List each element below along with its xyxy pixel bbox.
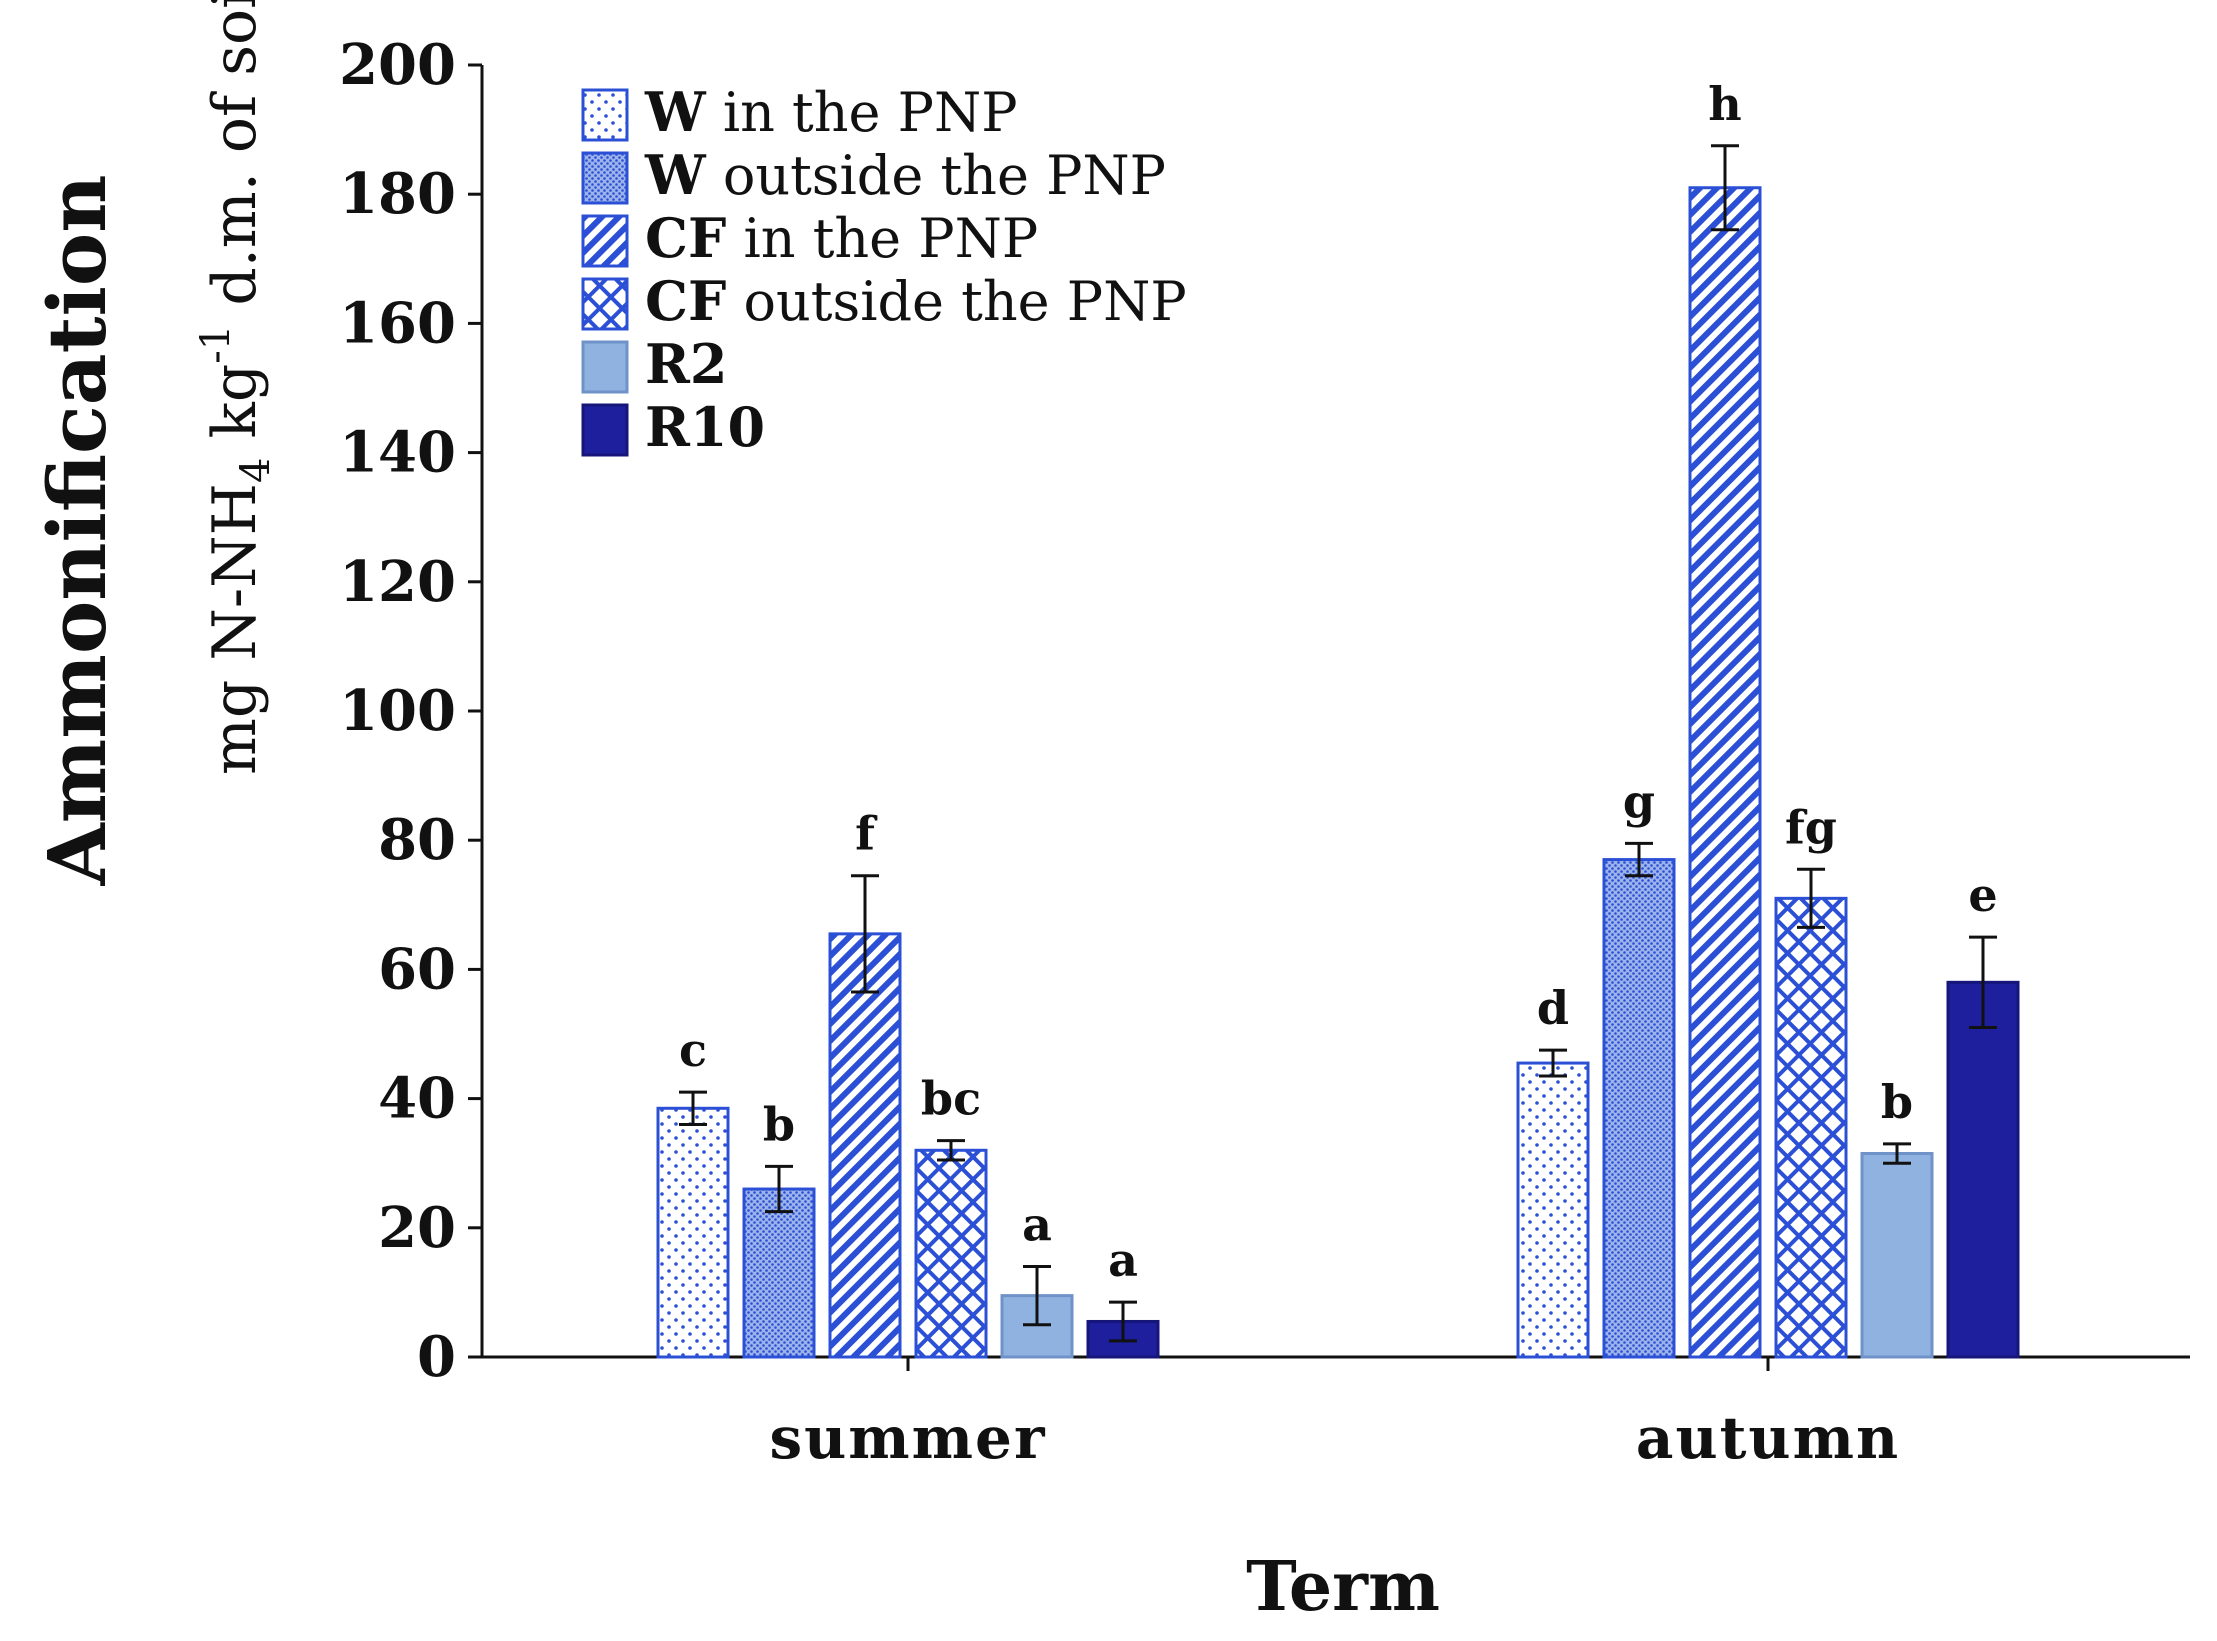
legend-label-bold: W xyxy=(644,143,707,207)
significance-label: c xyxy=(679,1023,707,1077)
axes: 0 20 40 60 80 100 120 140 160 180 200 summer autumn xyxy=(339,32,2190,1472)
significance-label: e xyxy=(1968,868,1997,922)
legend-label: W outside the PNP xyxy=(644,143,1166,207)
bar xyxy=(656,1106,730,1359)
legend-swatch xyxy=(581,151,629,205)
y-tick-label: 100 xyxy=(339,678,456,744)
y-units-mid1: kg xyxy=(200,364,270,458)
bar xyxy=(1946,980,2020,1359)
bar xyxy=(914,1148,988,1359)
legend-label: W in the PNP xyxy=(644,80,1018,144)
bar xyxy=(1774,896,1848,1359)
bar xyxy=(742,1187,816,1359)
significance-label: b xyxy=(763,1097,795,1151)
significance-label: f xyxy=(855,807,878,861)
y-axis-units-group: mg N-NH4 kg-1 d.m. of soil 3d-1 xyxy=(193,0,279,775)
legend-label-rest: in the PNP xyxy=(706,81,1018,144)
significance-label: a xyxy=(1108,1233,1138,1287)
y-axis-title-group: Ammonification xyxy=(30,175,124,887)
bar xyxy=(1860,1152,1934,1359)
significance-label: b xyxy=(1881,1075,1913,1129)
legend-label-bold: CF xyxy=(645,269,726,333)
significance-label: a xyxy=(1022,1198,1052,1252)
significance-label: fg xyxy=(1785,800,1837,854)
y-tick-label: 80 xyxy=(378,807,456,873)
y-tick-label: 0 xyxy=(417,1324,456,1390)
bar xyxy=(1516,1061,1590,1359)
significance-label: g xyxy=(1623,774,1655,828)
y-units-sup1: -1 xyxy=(193,325,239,364)
legend-label-bold: W xyxy=(644,80,707,144)
legend-swatch xyxy=(581,88,629,142)
significance-label: h xyxy=(1708,77,1741,131)
y-units-sub: 4 xyxy=(233,458,279,483)
y-units-mid2: d.m. of soil 3d xyxy=(200,0,270,325)
legend-swatch xyxy=(581,403,629,457)
legend-label: CF outside the PNP xyxy=(645,269,1187,333)
legend-label-bold: CF xyxy=(645,206,726,270)
legend-label: CF in the PNP xyxy=(645,206,1038,270)
legend-label-bold: R2 xyxy=(645,332,727,396)
legend-label-rest: outside the PNP xyxy=(726,270,1186,333)
significance-label: bc xyxy=(921,1072,981,1126)
y-tick-label: 20 xyxy=(378,1195,456,1261)
legend-label-rest: in the PNP xyxy=(726,207,1038,270)
bar xyxy=(1688,186,1762,1359)
y-axis-units: mg N-NH4 kg-1 d.m. of soil 3d-1 xyxy=(193,0,279,775)
y-units-prefix: mg N-NH xyxy=(200,483,270,775)
legend-label: R10 xyxy=(645,395,765,459)
legend-swatch xyxy=(581,340,629,394)
bars: c d b g f h bc fg a b a e xyxy=(656,77,2020,1359)
legend-swatch xyxy=(581,277,629,331)
y-tick-label: 200 xyxy=(339,32,456,98)
legend-label-rest: outside the PNP xyxy=(706,144,1166,207)
bar xyxy=(1602,858,1676,1359)
bar xyxy=(828,932,902,1359)
y-axis-title-main: Ammonification xyxy=(30,175,124,887)
legend-label: R2 xyxy=(645,332,727,396)
legend-label-bold: R10 xyxy=(645,395,765,459)
y-tick-label: 60 xyxy=(378,936,456,1002)
x-axis-title: Term xyxy=(1246,1547,1440,1627)
y-tick-label: 160 xyxy=(339,290,456,356)
x-category-label: autumn xyxy=(1636,1404,1900,1472)
y-tick-label: 140 xyxy=(339,420,456,486)
y-tick-label: 40 xyxy=(378,1066,456,1132)
y-tick-label: 180 xyxy=(339,161,456,227)
x-category-label: summer xyxy=(769,1404,1046,1472)
legend-swatch xyxy=(581,214,629,268)
significance-label: d xyxy=(1537,981,1569,1035)
y-tick-label: 120 xyxy=(339,549,456,615)
